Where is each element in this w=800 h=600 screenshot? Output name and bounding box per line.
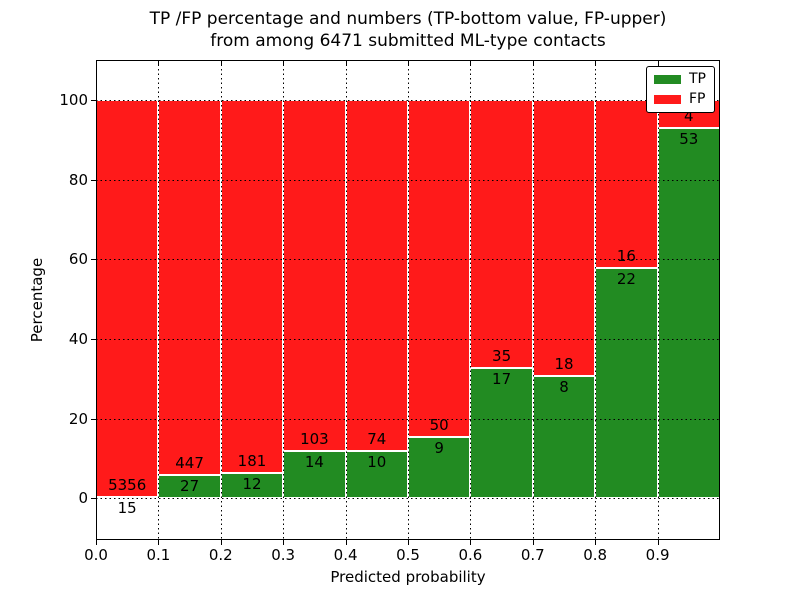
- y-tick-mark-left: [91, 338, 96, 340]
- y-tick-label: 0: [78, 489, 88, 508]
- legend-fp-label: FP: [689, 91, 706, 107]
- legend-item-fp: FP: [654, 92, 706, 107]
- legend: TP FP: [646, 66, 715, 113]
- x-tick-mark-top: [283, 60, 285, 65]
- bar-fp-segment: [532, 99, 596, 376]
- x-tick-label: 0.8: [583, 546, 608, 564]
- bar-fp-count-label: 181: [237, 452, 267, 471]
- y-tick-mark-left: [91, 179, 96, 181]
- bar-fp-count-label: 103: [300, 429, 329, 448]
- bar-tp-count-label: 12: [242, 475, 262, 494]
- x-tick-mark-bottom: [158, 540, 160, 545]
- x-tick-mark-top: [96, 60, 97, 65]
- x-tick-mark-top: [220, 60, 222, 65]
- legend-fp-swatch-icon: [654, 95, 681, 104]
- y-tick-mark-left: [91, 99, 96, 101]
- bar-fp-count-label: 447: [175, 454, 204, 473]
- bar-tp-segment: [595, 267, 658, 499]
- x-tick-mark-bottom: [408, 540, 409, 545]
- bar-fp-count-label: 50: [429, 416, 449, 435]
- bar-fp-count-label: 35: [492, 346, 512, 365]
- y-tick-label: 40: [68, 329, 88, 348]
- bar-fp-count-label: 4: [684, 106, 694, 125]
- x-gridline: [345, 60, 347, 540]
- x-tick-mark-bottom: [657, 540, 659, 545]
- y-tick-label: 20: [68, 409, 88, 428]
- bar-fp-segment: [408, 99, 471, 438]
- bar-fp-segment: [220, 99, 284, 474]
- x-gridline: [158, 60, 160, 540]
- y-tick-mark-left: [91, 259, 96, 261]
- x-tick-mark-top: [657, 60, 659, 65]
- x-gridline: [657, 60, 659, 540]
- x-tick-mark-bottom: [532, 540, 534, 545]
- y-tick-mark-left: [91, 418, 96, 420]
- chart-title-line-2: from among 6471 submitted ML-type contac…: [210, 31, 606, 51]
- bar-tp-count-label: 14: [304, 452, 324, 471]
- x-gridline: [532, 60, 534, 540]
- x-tick-label: 0.6: [458, 546, 483, 564]
- bar-fp-segment: [595, 99, 658, 268]
- x-gridline: [595, 60, 597, 540]
- x-tick-mark-bottom: [96, 540, 97, 545]
- chart-title: TP /FP percentage and numbers (TP-bottom…: [96, 8, 720, 52]
- x-tick-mark-top: [408, 60, 409, 65]
- x-tick-mark-bottom: [470, 540, 472, 545]
- legend-item-tp: TP: [654, 72, 706, 87]
- x-tick-mark-top: [470, 60, 472, 65]
- bar-fp-count-label: 74: [367, 429, 387, 448]
- x-gridline: [283, 60, 285, 540]
- bar-fp-segment: [283, 99, 346, 451]
- bar-fp-count-label: 16: [616, 246, 636, 265]
- x-tick-label: 0.4: [333, 546, 358, 564]
- y-tick-label: 100: [59, 90, 88, 109]
- x-tick-mark-bottom: [283, 540, 285, 545]
- bar-fp-segment: [158, 99, 221, 476]
- bar-tp-count-label: 22: [616, 269, 636, 288]
- bar-tp-segment: [657, 127, 720, 499]
- x-tick-mark-top: [345, 60, 347, 65]
- plot-area: 5356 15 447 27 181 12 103 14 74 10 50 9 35 17 18 8 16 22 4…: [96, 60, 720, 540]
- y-tick-label: 80: [68, 170, 88, 189]
- bar-fp-segment: [345, 99, 408, 451]
- bar-tp-segment: [220, 473, 284, 499]
- chart-title-line-1: TP /FP percentage and numbers (TP-bottom…: [149, 9, 667, 29]
- x-tick-mark-top: [595, 60, 597, 65]
- x-tick-label: 0.9: [645, 546, 670, 564]
- x-axis-label: Predicted probability: [330, 568, 486, 586]
- x-tick-mark-top: [158, 60, 160, 65]
- legend-tp-swatch-icon: [654, 75, 681, 84]
- y-tick-mark-left: [91, 498, 96, 500]
- x-tick-label: 0.1: [146, 546, 171, 564]
- x-tick-label: 0.7: [520, 546, 545, 564]
- x-tick-label: 0.2: [208, 546, 233, 564]
- x-tick-mark-top: [532, 60, 534, 65]
- y-tick-label: 60: [68, 250, 88, 269]
- y-axis-label: Percentage: [28, 257, 46, 343]
- bar-tp-count-label: 8: [559, 377, 569, 396]
- x-tick-mark-bottom: [220, 540, 222, 545]
- x-gridline: [408, 60, 409, 540]
- bar-fp-count-label: 18: [554, 354, 574, 373]
- bar-tp-count-label: 53: [679, 129, 699, 148]
- x-gridline: [220, 60, 222, 540]
- bar-tp-count-label: 17: [492, 369, 512, 388]
- x-tick-label: 0.3: [271, 546, 296, 564]
- bar-tp-count-label: 9: [434, 439, 444, 458]
- bar-tp-count-label: 10: [367, 452, 387, 471]
- bar-fp-segment: [96, 99, 159, 498]
- x-tick-mark-bottom: [345, 540, 347, 545]
- bar-tp-count-label: 15: [117, 499, 137, 518]
- legend-tp-label: TP: [689, 71, 706, 87]
- x-tick-label: 0.5: [396, 546, 420, 564]
- bar-fp-count-label: 5356: [108, 476, 147, 495]
- bar-fp-segment: [470, 99, 533, 368]
- x-tick-label: 0.0: [84, 546, 108, 564]
- x-tick-mark-bottom: [595, 540, 597, 545]
- x-gridline: [470, 60, 472, 540]
- bar-tp-count-label: 27: [180, 477, 200, 496]
